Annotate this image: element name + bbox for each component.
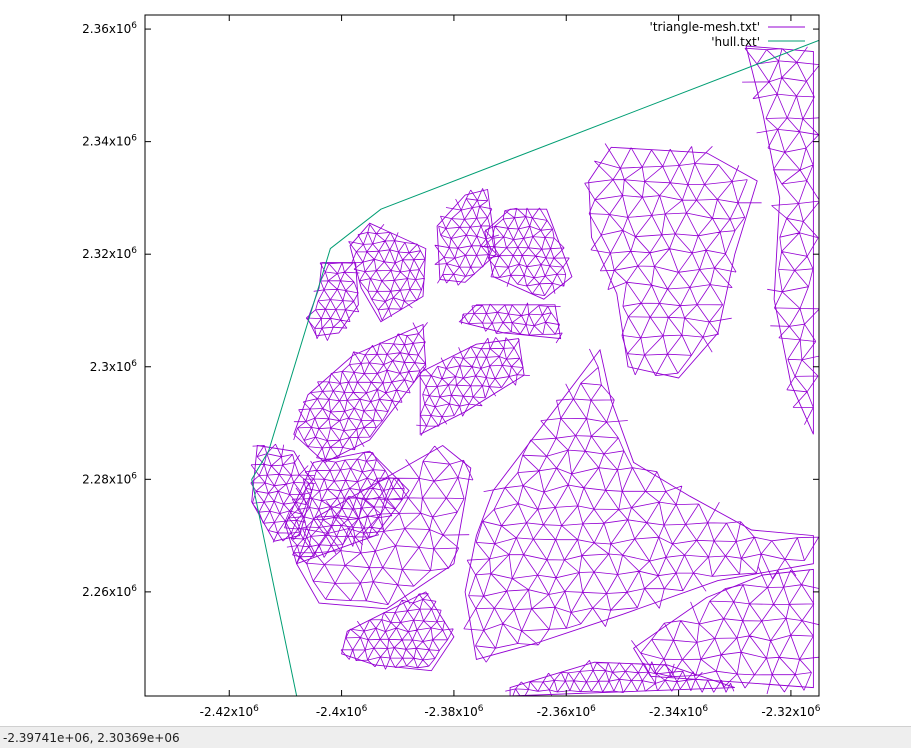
plot-area[interactable]: -2.42x106 -2.4x106 -2.38x106 -2.36x106 -2.34… [0,0,911,726]
y-tick-label: 2.28x106 [82,471,137,486]
status-bar: -2.39741e+06, 2.30369e+06 [0,726,911,748]
mesh-region [463,348,819,663]
mesh-edges [584,143,762,376]
mesh-edges [416,337,530,437]
mesh-region [250,443,316,543]
cursor-coordinates: -2.39741e+06, 2.30369e+06 [3,731,180,745]
x-tick-label: -2.38x106 [424,704,483,719]
mesh-region [293,322,428,463]
mesh-region [483,207,573,300]
y-tick-label: 2.26x106 [82,584,137,599]
mesh-boundary [436,188,497,283]
x-tick-label: -2.42x106 [200,704,259,719]
x-tick-label: -2.4x106 [316,704,368,719]
mesh-boundary [588,146,758,379]
mesh-edges [348,223,426,321]
mesh-boundary [458,304,562,340]
mesh-boundary [484,208,573,300]
hull-line [251,39,819,696]
mesh-boundary [419,338,525,436]
mesh-region [293,444,474,610]
mesh-region [340,591,455,672]
mesh-edges [340,593,454,670]
y-tick-label: 2.32x106 [82,246,137,261]
hull-series [251,39,819,696]
mesh-region [348,222,427,323]
mesh-boundary [509,661,735,696]
mesh-boundary [349,222,427,323]
mesh-region [631,565,819,695]
mesh-edges [250,443,316,543]
y-tick-label: 2.36x106 [82,21,137,36]
legend-label-mesh: 'triangle-mesh.txt' [650,20,760,34]
mesh-boundary [464,348,814,660]
mesh-boundary [632,568,814,689]
mesh-region [584,143,762,379]
x-tick-label: -2.36x106 [537,704,596,719]
mesh-edges [505,660,735,696]
mesh-region [458,302,563,344]
mesh-boundary [341,591,455,672]
mesh-region [742,45,819,435]
mesh-boundary [745,45,814,435]
axis-ticks: -2.42x106 -2.4x106 -2.38x106 -2.36x106 -2.34… [82,15,821,719]
y-tick-label: 2.34x106 [82,134,137,149]
x-tick-label: -2.32x106 [761,704,820,719]
mesh-region [434,188,500,286]
mesh-boundary [293,323,427,463]
mesh-edges [631,565,819,695]
mesh-region [505,660,735,696]
triangle-mesh-series [250,45,819,696]
y-tick-label: 2.3x106 [90,359,137,374]
mesh-edges [461,302,563,344]
mesh-region [284,450,410,565]
x-tick-label: -2.34x106 [649,704,708,719]
mesh-boundary [307,262,359,337]
legend: 'triangle-mesh.txt' 'hull.txt' [650,20,805,49]
plot-border [144,14,820,697]
mesh-boundary [296,444,472,610]
mesh-edges [742,46,819,425]
mesh-edges [284,451,405,565]
legend-label-hull: 'hull.txt' [711,35,760,49]
mesh-edges [305,262,360,341]
mesh-region [416,337,530,437]
mesh-boundary [251,444,314,542]
mesh-boundary [284,450,410,565]
